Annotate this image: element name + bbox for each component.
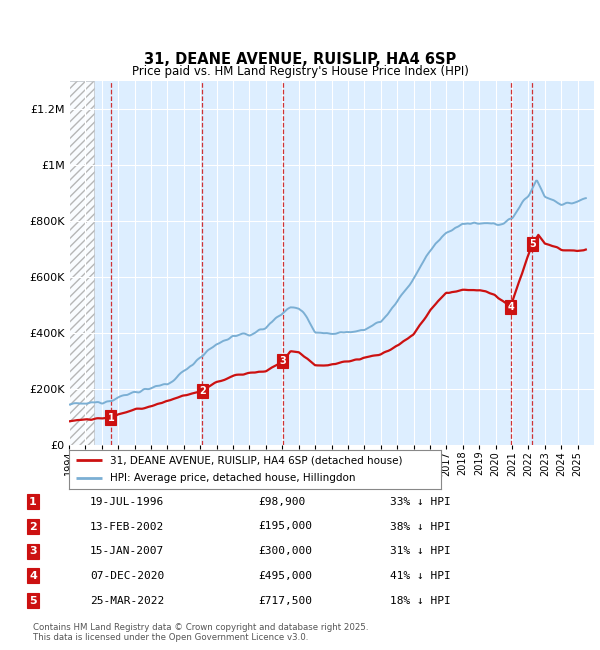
Text: £195,000: £195,000 bbox=[258, 521, 312, 532]
Text: 31% ↓ HPI: 31% ↓ HPI bbox=[390, 546, 451, 556]
Text: 5: 5 bbox=[29, 595, 37, 606]
Text: 4: 4 bbox=[29, 571, 37, 581]
Text: 31, DEANE AVENUE, RUISLIP, HA4 6SP (detached house): 31, DEANE AVENUE, RUISLIP, HA4 6SP (deta… bbox=[110, 456, 403, 465]
Bar bbox=[69, 81, 94, 445]
Text: 33% ↓ HPI: 33% ↓ HPI bbox=[390, 497, 451, 507]
Text: 2: 2 bbox=[199, 385, 206, 396]
Text: £495,000: £495,000 bbox=[258, 571, 312, 581]
Text: 25-MAR-2022: 25-MAR-2022 bbox=[90, 595, 164, 606]
Text: 41% ↓ HPI: 41% ↓ HPI bbox=[390, 571, 451, 581]
Text: 38% ↓ HPI: 38% ↓ HPI bbox=[390, 521, 451, 532]
Text: £717,500: £717,500 bbox=[258, 595, 312, 606]
Text: 19-JUL-1996: 19-JUL-1996 bbox=[90, 497, 164, 507]
Text: 2: 2 bbox=[29, 521, 37, 532]
Text: HPI: Average price, detached house, Hillingdon: HPI: Average price, detached house, Hill… bbox=[110, 473, 355, 483]
Text: £300,000: £300,000 bbox=[258, 546, 312, 556]
Text: 18% ↓ HPI: 18% ↓ HPI bbox=[390, 595, 451, 606]
Text: 4: 4 bbox=[508, 302, 514, 311]
Text: 5: 5 bbox=[529, 239, 536, 250]
Text: 3: 3 bbox=[29, 546, 37, 556]
Text: 07-DEC-2020: 07-DEC-2020 bbox=[90, 571, 164, 581]
Text: 1: 1 bbox=[29, 497, 37, 507]
Text: 3: 3 bbox=[280, 356, 286, 366]
Text: 13-FEB-2002: 13-FEB-2002 bbox=[90, 521, 164, 532]
Text: 31, DEANE AVENUE, RUISLIP, HA4 6SP: 31, DEANE AVENUE, RUISLIP, HA4 6SP bbox=[144, 52, 456, 68]
Text: Price paid vs. HM Land Registry's House Price Index (HPI): Price paid vs. HM Land Registry's House … bbox=[131, 65, 469, 78]
Text: Contains HM Land Registry data © Crown copyright and database right 2025.
This d: Contains HM Land Registry data © Crown c… bbox=[33, 623, 368, 642]
Text: £98,900: £98,900 bbox=[258, 497, 305, 507]
Text: 15-JAN-2007: 15-JAN-2007 bbox=[90, 546, 164, 556]
Text: 1: 1 bbox=[107, 413, 114, 422]
